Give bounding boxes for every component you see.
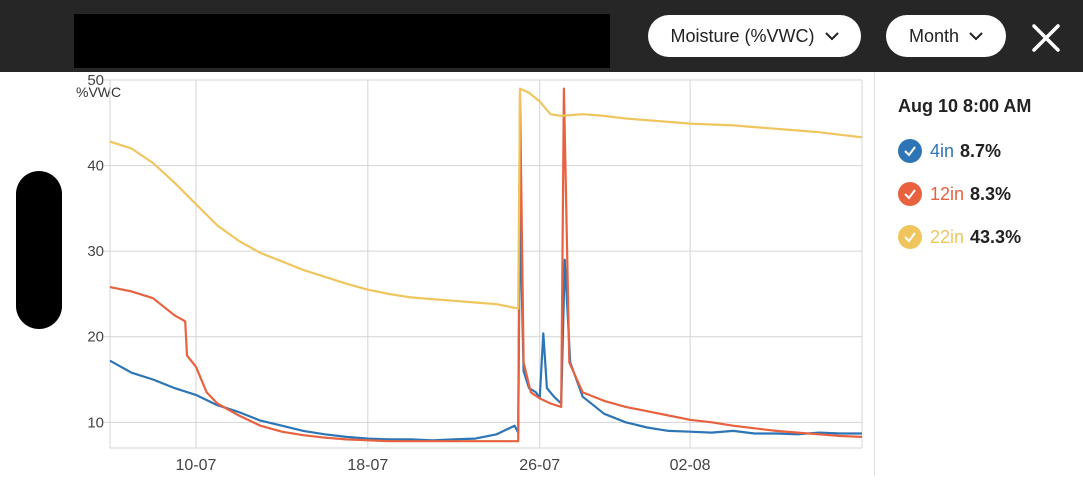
checkmark-icon[interactable] [898, 225, 922, 249]
series-line-22in [109, 87, 863, 310]
y-tick-label: 20 [87, 329, 104, 346]
legend-value: 43.3% [970, 226, 1022, 247]
y-tick-label: 40 [87, 158, 104, 175]
legend-value: 8.7% [960, 140, 1002, 161]
x-tick-label: 18-07 [347, 457, 388, 474]
checkmark-icon[interactable] [898, 139, 922, 163]
series-line-12in [109, 87, 863, 443]
range-select-label: Month [908, 25, 960, 46]
panel-divider [874, 72, 875, 476]
x-tick-label: 26-07 [519, 457, 560, 474]
x-tick-label: 02-08 [670, 457, 711, 474]
chevron-down-icon [969, 32, 983, 41]
metric-select[interactable]: Moisture (%VWC) [648, 15, 861, 57]
legend-name: 12in [930, 183, 965, 204]
y-tick-label: 50 [87, 72, 104, 89]
series-lines [109, 87, 863, 443]
grid [104, 79, 863, 449]
redacted-side-control [16, 171, 62, 329]
metric-select-label: Moisture (%VWC) [670, 25, 815, 46]
readout-time: Aug 10 8:00 AM [898, 96, 1032, 116]
x-axis-ticks: 10-07 18-07 26-07 02-08 [175, 457, 710, 474]
x-tick-label: 10-07 [175, 457, 216, 474]
legend-value: 8.3% [970, 183, 1012, 204]
readout-panel: Aug 10 8:00 AM 4in 8.7% 12in 8.3% 22in 43.3% [898, 96, 1078, 268]
range-select[interactable]: Month [886, 15, 1006, 57]
y-axis-ticks: 10 20 30 40 50 [87, 72, 104, 431]
legend-item-4in[interactable]: 4in 8.7% [898, 139, 1078, 163]
chevron-down-icon [824, 32, 839, 41]
legend-item-12in[interactable]: 12in 8.3% [898, 182, 1078, 206]
redacted-title [74, 14, 610, 68]
legend-item-22in[interactable]: 22in 43.3% [898, 225, 1078, 249]
y-tick-label: 10 [87, 414, 104, 431]
legend-name: 4in [930, 140, 955, 161]
y-tick-label: 30 [87, 243, 104, 260]
checkmark-icon[interactable] [898, 182, 922, 206]
series-line-4in [109, 207, 862, 442]
close-icon[interactable] [1024, 16, 1068, 60]
legend: 4in 8.7% 12in 8.3% 22in 43.3% [898, 139, 1078, 249]
legend-name: 22in [930, 226, 965, 247]
top-bar: Moisture (%VWC) Month [0, 0, 1083, 72]
